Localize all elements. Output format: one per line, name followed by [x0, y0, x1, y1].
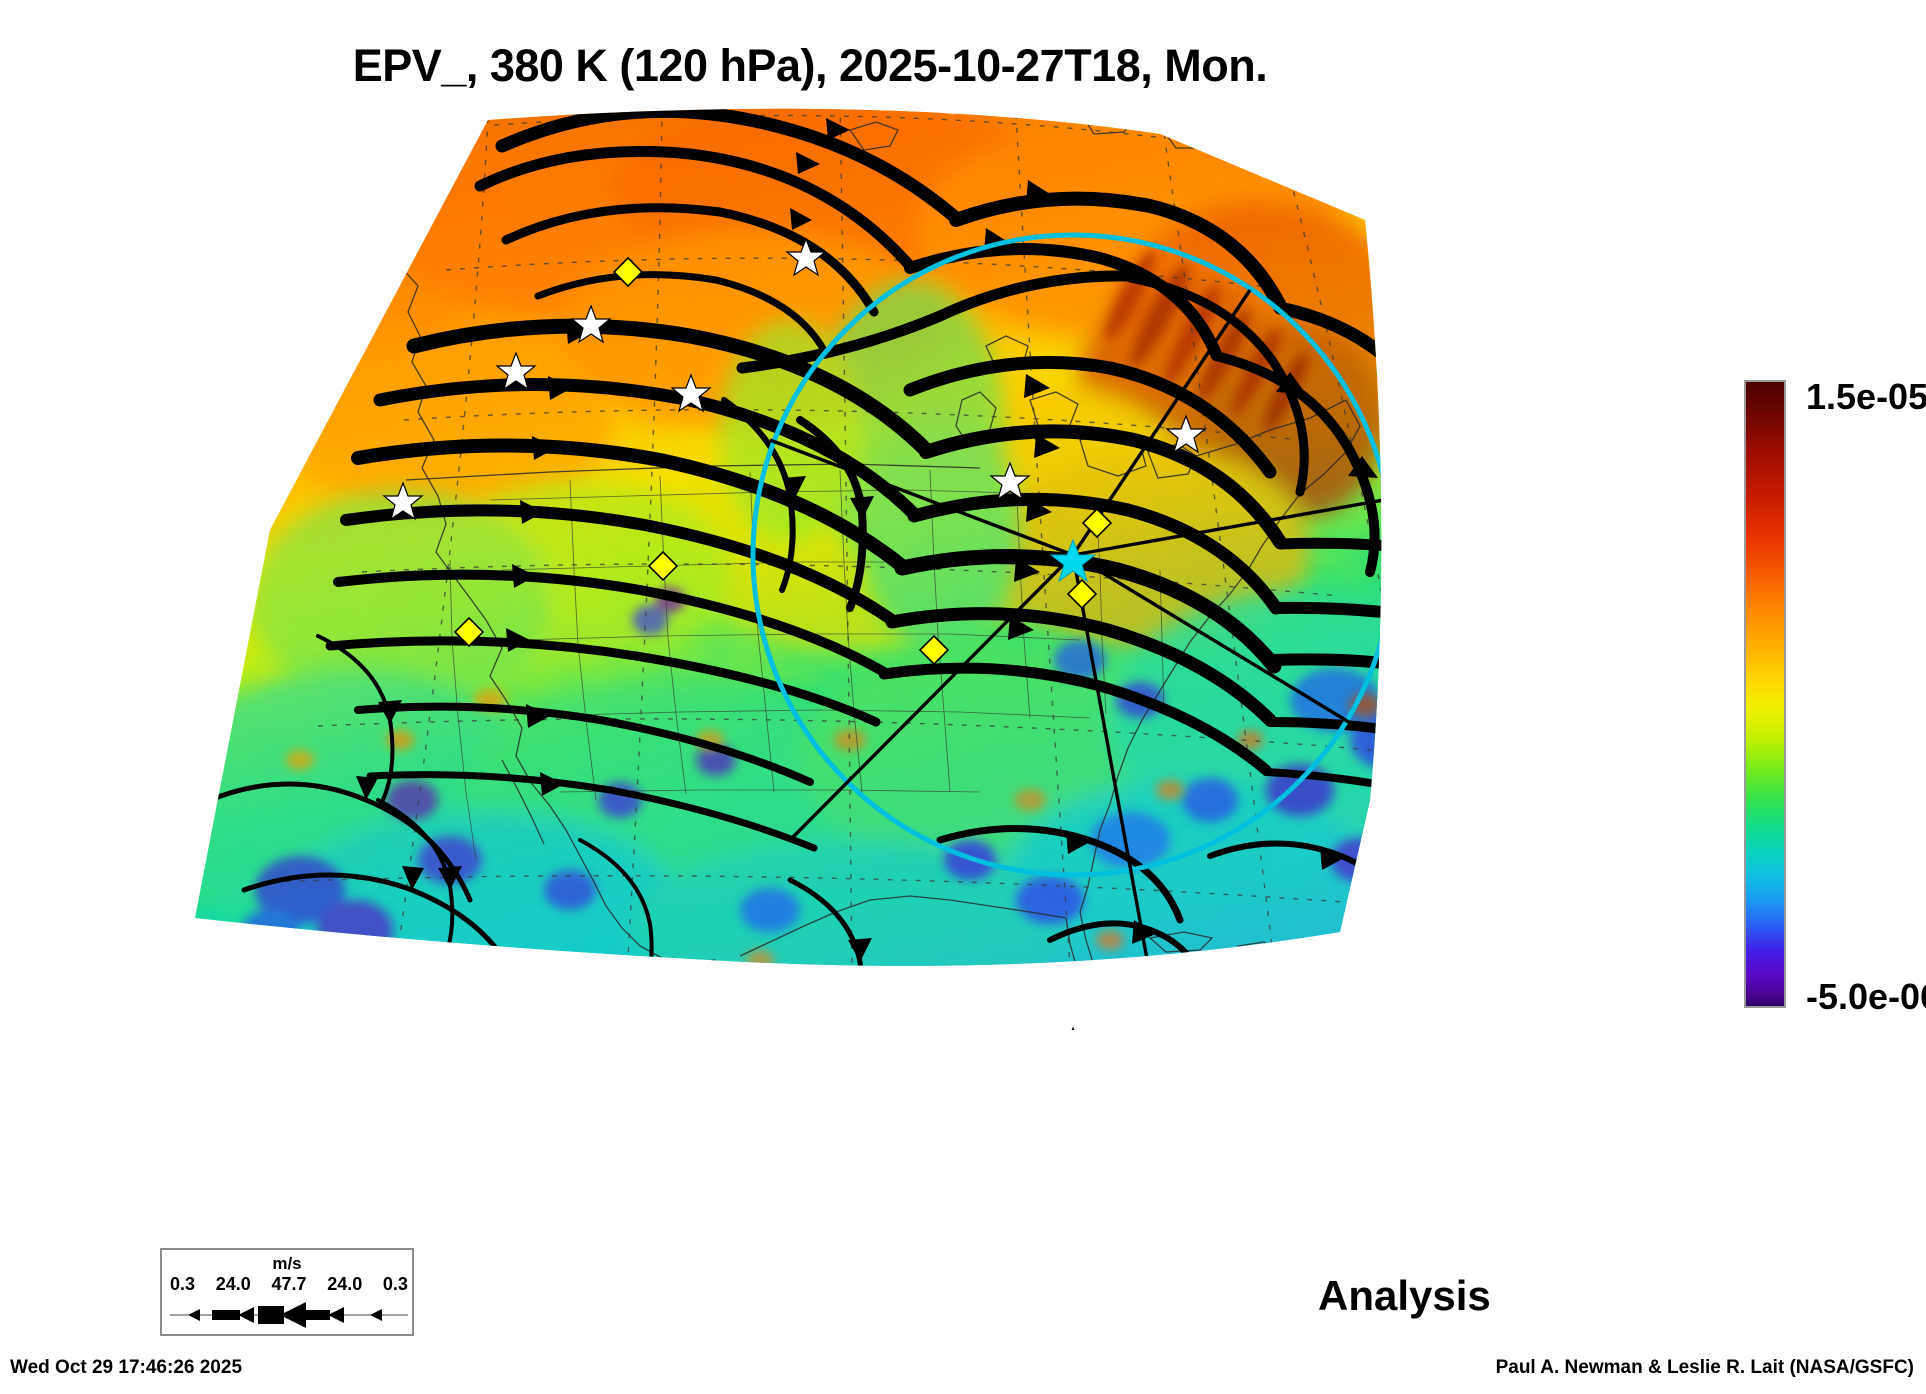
wind-legend-arrow-scale — [170, 1302, 408, 1328]
wind-legend-unit-label: m/s — [272, 1254, 302, 1273]
wind-legend-tick: 24.0 — [215, 1274, 251, 1294]
footer-timestamp: Wed Oct 29 17:46:26 2025 — [10, 1357, 243, 1378]
colorbar-min-label: -5.0e-06 — [1806, 976, 1926, 1017]
station-star-marker — [382, 237, 1207, 1030]
base-site-star-marker — [1049, 538, 1097, 583]
wind-speed-legend: m/s 0.3 24.0 47.7 24.0 0.3 — [160, 1248, 414, 1336]
colorbar-max-label: 1.5e-05 — [1806, 376, 1926, 417]
wind-streamlines — [207, 108, 1382, 966]
wind-legend-tick: 47.7 — [271, 1274, 307, 1294]
colorbar-gradient — [1744, 380, 1786, 1008]
wind-legend-tick: 24.0 — [327, 1274, 363, 1294]
flight-range-circle — [750, 232, 1382, 878]
colorbar: 1.5e-05 -5.0e-06 — [1744, 376, 1926, 1017]
map-markers — [382, 237, 1207, 1030]
map-boundaries — [399, 108, 1361, 966]
footer-credit: Paul A. Newman & Leslie R. Lait (NASA/GS… — [1495, 1357, 1914, 1378]
map-panel — [150, 100, 1570, 1030]
wind-legend-tick-labels: 0.3 24.0 47.7 24.0 0.3 — [170, 1274, 408, 1295]
flight-track-lines — [769, 289, 1382, 966]
epv-heatmap-svg — [195, 108, 1382, 1030]
page-title: EPV_, 380 K (120 hPa), 2025-10-27T18, Mo… — [352, 40, 1268, 91]
epv-contour-field — [195, 108, 1382, 966]
streamline-arrowheads — [356, 118, 1378, 966]
wind-legend-tick: 0.3 — [170, 1274, 196, 1294]
analysis-label: Analysis — [1318, 1272, 1491, 1319]
waypoint-diamond-marker — [453, 256, 1113, 666]
wind-legend-tick: 0.3 — [382, 1274, 408, 1294]
